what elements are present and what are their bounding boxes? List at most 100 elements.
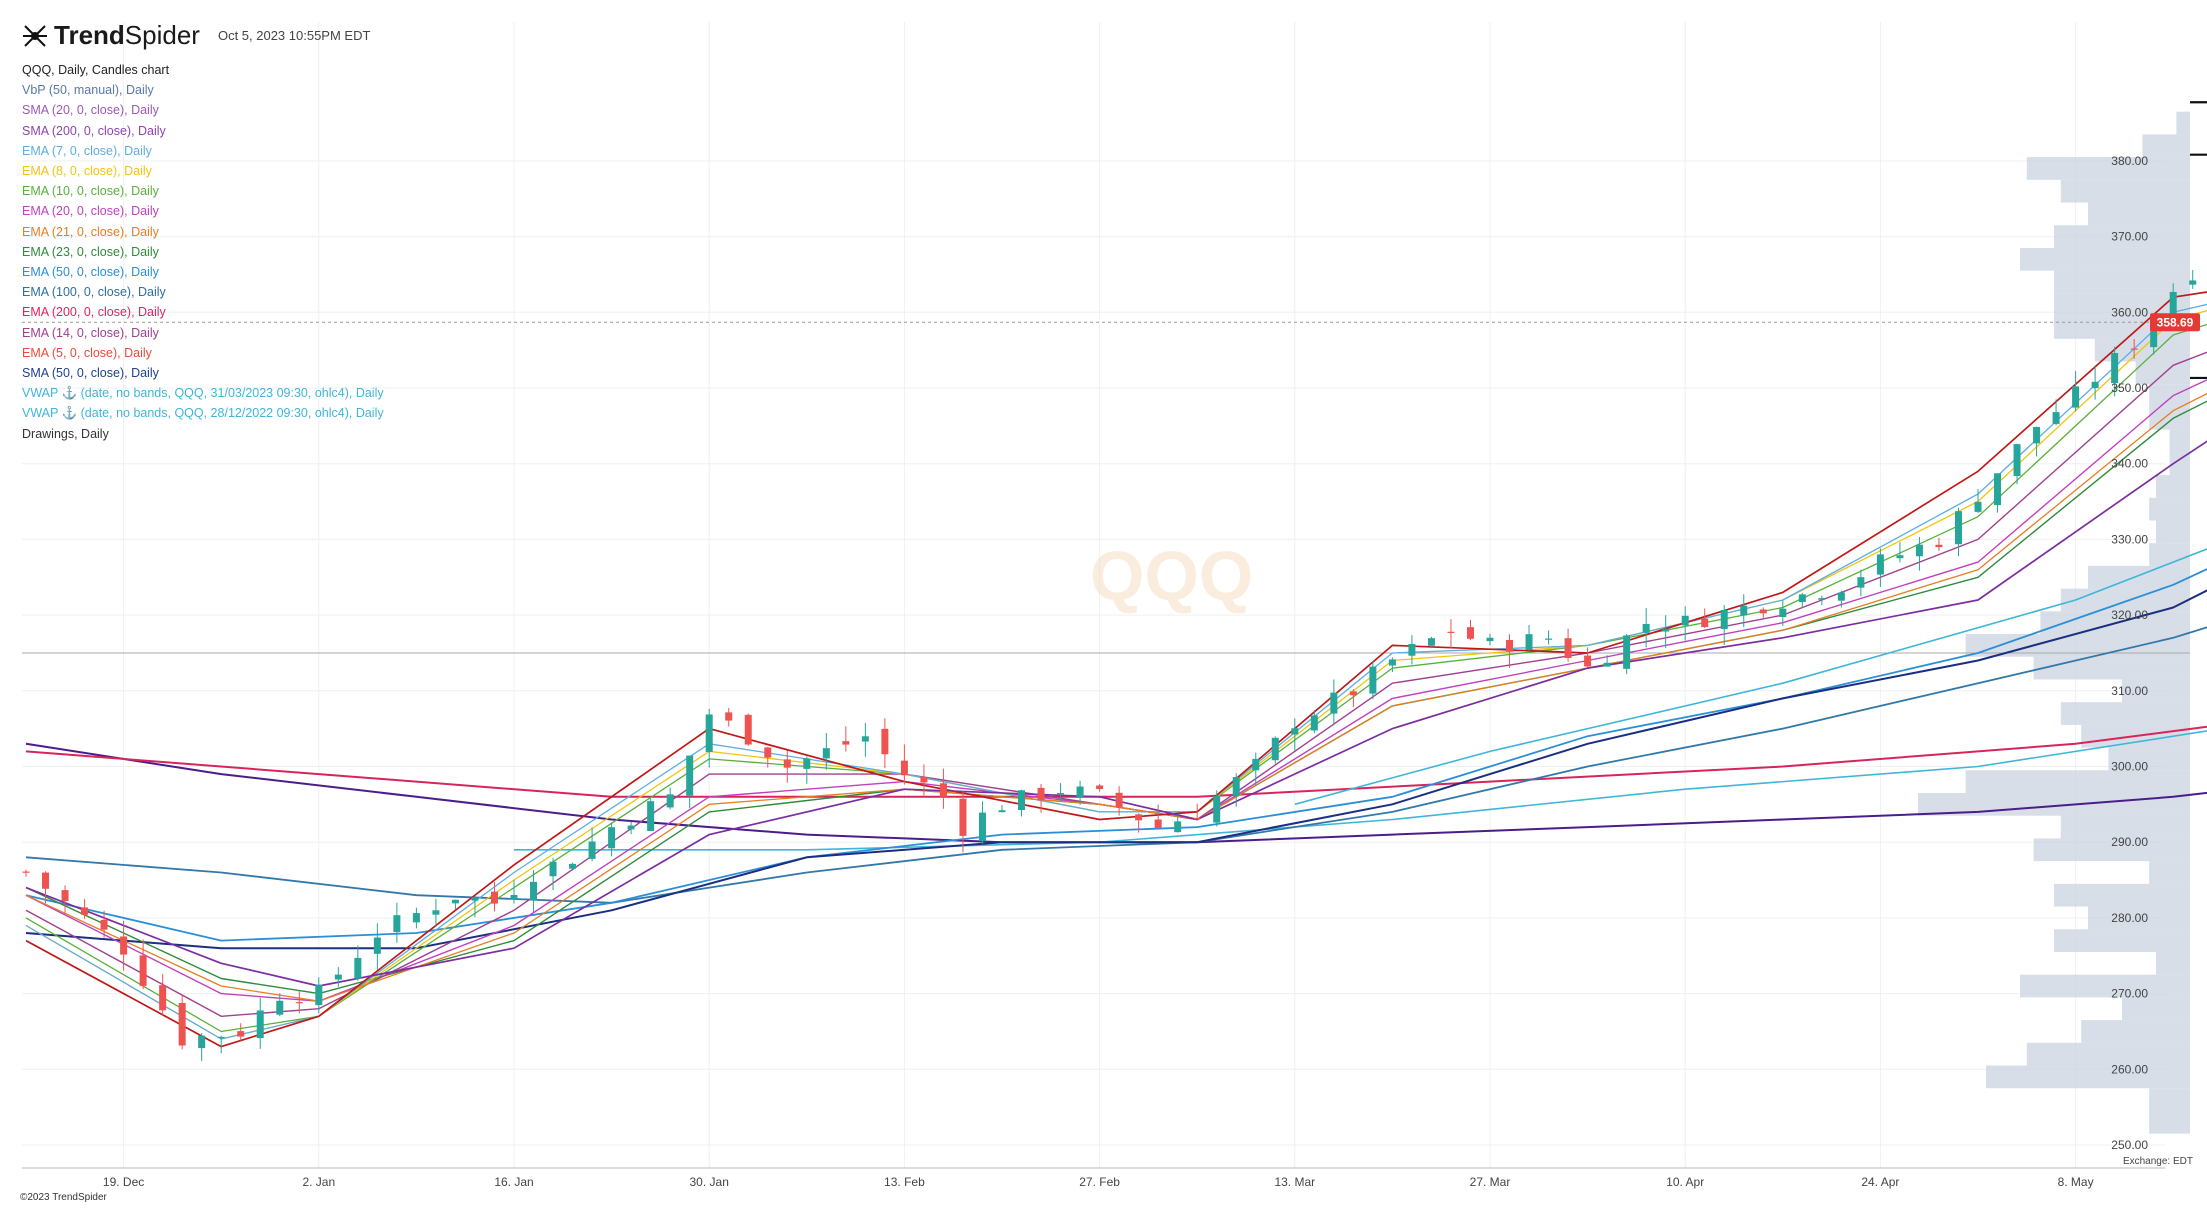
- legend-item[interactable]: EMA (100, 0, close), Daily: [22, 285, 166, 300]
- candle-body[interactable]: [822, 748, 830, 759]
- candle-body[interactable]: [1896, 555, 1904, 559]
- candle-body[interactable]: [1486, 637, 1494, 642]
- candle-body[interactable]: [1291, 728, 1299, 735]
- candle-body[interactable]: [334, 974, 342, 980]
- candle-body[interactable]: [1740, 605, 1748, 616]
- candle-body[interactable]: [2111, 353, 2119, 384]
- candle-body[interactable]: [81, 907, 89, 915]
- candle-body[interactable]: [998, 810, 1006, 813]
- candle-body[interactable]: [569, 863, 577, 869]
- candle-body[interactable]: [1798, 594, 1806, 602]
- candle-body[interactable]: [1076, 786, 1084, 798]
- candle-body[interactable]: [2150, 319, 2158, 348]
- candle-body[interactable]: [705, 714, 713, 752]
- candle-body[interactable]: [1681, 615, 1689, 626]
- candle-body[interactable]: [139, 955, 147, 986]
- candle-body[interactable]: [842, 741, 850, 745]
- candle-body[interactable]: [1057, 793, 1065, 795]
- legend-item[interactable]: VWAP ⚓ (date, no bands, QQQ, 31/03/2023 …: [22, 386, 384, 401]
- legend-item[interactable]: SMA (50, 0, close), Daily: [22, 366, 159, 381]
- candle-body[interactable]: [1213, 796, 1221, 823]
- candle-body[interactable]: [1369, 666, 1377, 694]
- candle-body[interactable]: [1837, 592, 1845, 601]
- candle-body[interactable]: [1525, 634, 1533, 650]
- candle-body[interactable]: [1857, 577, 1865, 588]
- legend-item[interactable]: VbP (50, manual), Daily: [22, 83, 154, 98]
- candle-body[interactable]: [120, 936, 128, 955]
- candle-body[interactable]: [1779, 608, 1787, 618]
- candle-body[interactable]: [588, 841, 596, 859]
- candle-body[interactable]: [1388, 659, 1396, 666]
- candle-body[interactable]: [1037, 787, 1045, 801]
- candle-body[interactable]: [354, 957, 362, 979]
- candle-body[interactable]: [530, 881, 538, 901]
- candle-body[interactable]: [783, 759, 791, 768]
- candle-body[interactable]: [666, 794, 674, 808]
- candle-body[interactable]: [22, 871, 30, 873]
- candles[interactable]: [22, 115, 2207, 1061]
- candle-body[interactable]: [959, 798, 967, 836]
- candle-body[interactable]: [881, 728, 889, 755]
- candle-body[interactable]: [2130, 348, 2138, 350]
- candle-body[interactable]: [451, 899, 459, 904]
- candle-body[interactable]: [1349, 691, 1357, 696]
- candle-body[interactable]: [803, 758, 811, 769]
- candle-body[interactable]: [1447, 631, 1455, 633]
- legend-item[interactable]: EMA (20, 0, close), Daily: [22, 204, 159, 219]
- candle-body[interactable]: [920, 776, 928, 783]
- candle-body[interactable]: [2052, 412, 2060, 424]
- candle-body[interactable]: [42, 872, 50, 889]
- candle-body[interactable]: [1408, 644, 1416, 656]
- candle-body[interactable]: [1935, 544, 1943, 548]
- candle-body[interactable]: [1330, 692, 1338, 714]
- candle-body[interactable]: [61, 890, 69, 902]
- candle-body[interactable]: [1193, 817, 1201, 820]
- candle-body[interactable]: [373, 937, 381, 954]
- candle-body[interactable]: [1135, 814, 1143, 821]
- candle-body[interactable]: [393, 915, 401, 933]
- candle-body[interactable]: [900, 760, 908, 776]
- candle-body[interactable]: [1818, 598, 1826, 600]
- trendspider-logo[interactable]: TrendSpider: [22, 20, 200, 51]
- legend-item[interactable]: EMA (23, 0, close), Daily: [22, 244, 159, 259]
- legend-item[interactable]: SMA (20, 0, close), Daily: [22, 103, 159, 118]
- candle-body[interactable]: [627, 825, 635, 830]
- candle-body[interactable]: [1018, 790, 1026, 811]
- candle-body[interactable]: [1271, 737, 1279, 761]
- candle-body[interactable]: [237, 1031, 245, 1037]
- candle-body[interactable]: [1466, 627, 1474, 639]
- candle-body[interactable]: [1876, 554, 1884, 575]
- legend-item[interactable]: EMA (14, 0, close), Daily: [22, 325, 159, 340]
- candle-body[interactable]: [978, 812, 986, 842]
- candle-body[interactable]: [100, 919, 108, 930]
- candle-body[interactable]: [1427, 638, 1435, 646]
- candle-body[interactable]: [1252, 758, 1260, 771]
- legend-item[interactable]: EMA (8, 0, close), Daily: [22, 164, 152, 179]
- candle-body[interactable]: [198, 1035, 206, 1049]
- legend-item[interactable]: EMA (50, 0, close), Daily: [22, 265, 159, 280]
- candle-body[interactable]: [256, 1010, 264, 1039]
- candle-body[interactable]: [1310, 715, 1318, 731]
- candle-body[interactable]: [510, 894, 518, 900]
- candle-body[interactable]: [490, 891, 498, 904]
- candle-body[interactable]: [744, 714, 752, 745]
- candle-body[interactable]: [217, 1036, 225, 1039]
- candle-body[interactable]: [647, 801, 655, 832]
- candle-body[interactable]: [315, 984, 323, 1006]
- candle-body[interactable]: [412, 913, 420, 923]
- candle-body[interactable]: [2091, 381, 2099, 389]
- candle-body[interactable]: [2033, 426, 2041, 444]
- candle-body[interactable]: [1545, 638, 1553, 640]
- candle-body[interactable]: [725, 712, 733, 721]
- candle-body[interactable]: [1564, 638, 1572, 659]
- candle-body[interactable]: [1506, 639, 1514, 652]
- candle-body[interactable]: [1994, 473, 2002, 506]
- candle-body[interactable]: [1603, 662, 1611, 667]
- candle-body[interactable]: [2013, 444, 2021, 477]
- candle-body[interactable]: [178, 1002, 186, 1046]
- candle-body[interactable]: [939, 783, 947, 797]
- legend-item[interactable]: EMA (10, 0, close), Daily: [22, 184, 159, 199]
- legend-item[interactable]: EMA (21, 0, close), Daily: [22, 224, 159, 239]
- candle-body[interactable]: [1174, 821, 1182, 833]
